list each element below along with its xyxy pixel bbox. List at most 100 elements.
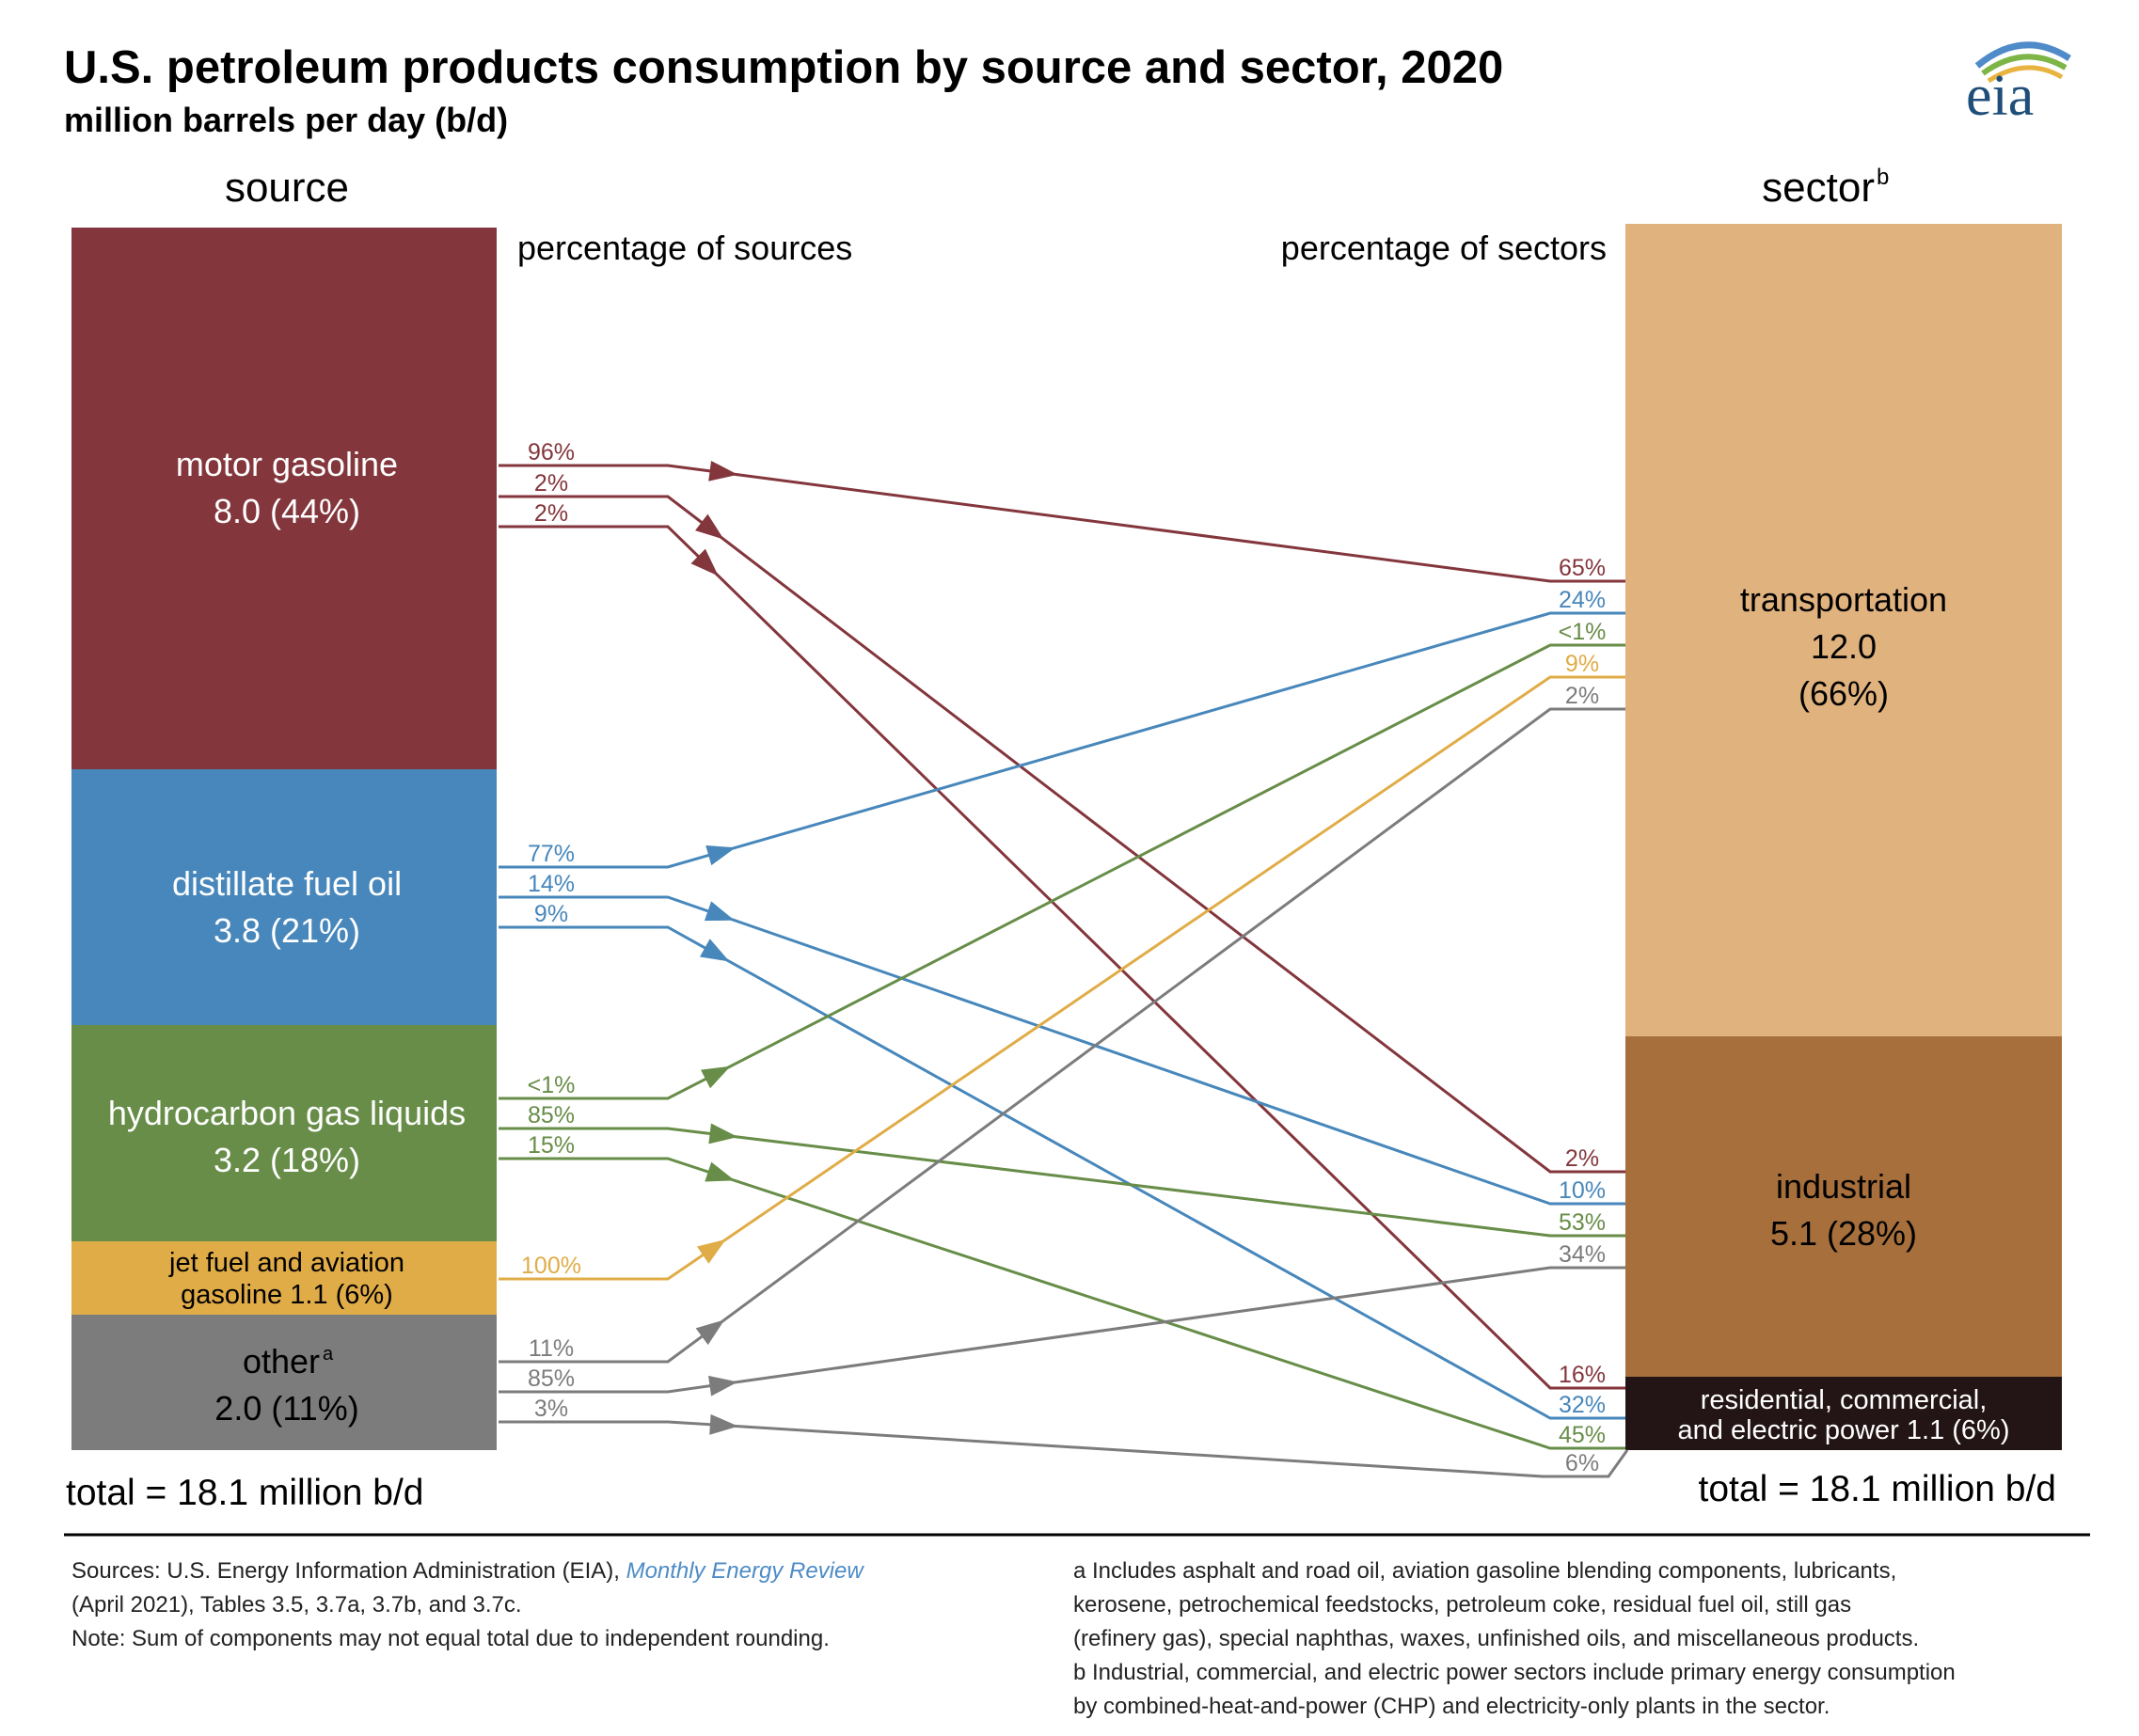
- sector-value-transportation: 12.0: [1811, 627, 1877, 666]
- flow-arrow: [708, 1375, 738, 1397]
- sector-value-residential: and electric power 1.1 (6%): [1678, 1415, 2010, 1445]
- eia-logo-text: eia: [1966, 64, 2034, 128]
- source-label-jet-fuel: jet fuel and aviation: [168, 1248, 404, 1278]
- flow-pct-sector-label: 32%: [1559, 1392, 1606, 1418]
- flow-arrow: [709, 1413, 738, 1435]
- flow-pct-source-label: <1%: [528, 1072, 576, 1098]
- flow-line: [499, 643, 1625, 1100]
- flow-line: [499, 925, 1625, 1420]
- flow-pct-sector-label: 53%: [1559, 1209, 1606, 1236]
- flow-arrow: [708, 1123, 738, 1144]
- flow-arrow: [690, 548, 719, 576]
- source-bar-other: [71, 1315, 497, 1450]
- flow-line: [499, 1420, 1629, 1478]
- source-label-distillate: distillate fuel oil: [172, 864, 402, 903]
- source-label-hgl: hydrocarbon gas liquids: [108, 1094, 466, 1132]
- source-bars: [71, 228, 497, 1450]
- footer-sources-line2: (April 2021), Tables 3.5, 3.7a, 3.7b, an…: [71, 1592, 522, 1618]
- sector-header: sector: [1762, 165, 1875, 211]
- flow-pct-sector-label: 2%: [1565, 1145, 1599, 1172]
- monthly-energy-review-link[interactable]: Monthly Energy Review: [626, 1558, 865, 1584]
- flow-pct-source-label: 100%: [521, 1253, 581, 1279]
- flow-pct-sector-label: 65%: [1559, 555, 1606, 581]
- flow-pct-sector-label: 34%: [1559, 1241, 1606, 1268]
- sector-bars: [1625, 224, 2062, 1450]
- flow-arrow: [695, 513, 724, 540]
- flow-pct-source-label: 2%: [534, 500, 568, 527]
- sector-label-residential: residential, commercial,: [1701, 1385, 1988, 1415]
- flow-line: [499, 675, 1625, 1281]
- flow-line: [499, 611, 1625, 869]
- footer-note: Note: Sum of components may not equal to…: [71, 1626, 830, 1651]
- source-value-distillate: 3.8 (21%): [214, 911, 360, 950]
- flow-line: [499, 495, 1625, 1174]
- source-bar-jet-fuel: [71, 1241, 497, 1315]
- source-value-hgl: 3.2 (18%): [214, 1141, 360, 1179]
- flow-arrow: [700, 1065, 731, 1089]
- source-label-other: other: [243, 1342, 320, 1381]
- flow-line: [499, 1127, 1625, 1238]
- footnote-b-line2: by combined-heat-and-power (CHP) and ele…: [1073, 1694, 1830, 1719]
- sector-value-industrial: 5.1 (28%): [1770, 1214, 1917, 1253]
- source-bar-motor-gasoline: [71, 228, 497, 769]
- flow-arrow: [705, 844, 737, 866]
- flow-arrow: [704, 901, 735, 922]
- flow-pct-sector-label: 2%: [1565, 683, 1599, 709]
- flow-pct-sector-label: 24%: [1559, 587, 1606, 613]
- source-bar-distillate-fuel-oil: [71, 769, 497, 1025]
- sector-label-transportation: transportation: [1740, 580, 1947, 619]
- flow-line: [499, 1157, 1625, 1450]
- flow-pct-source-label: 3%: [534, 1396, 568, 1422]
- flow-pct-source-label: 14%: [528, 871, 575, 897]
- footer-sources: Sources: U.S. Energy Information Adminis…: [71, 1558, 864, 1584]
- flow-pct-sector-label: 6%: [1565, 1450, 1599, 1476]
- sector-bar-industrial: [1625, 1036, 2062, 1377]
- source-header: source: [225, 165, 349, 211]
- sector-percentage-label: percentage of sectors: [1281, 229, 1607, 267]
- footnote-b-line1: b Industrial, commercial, and electric p…: [1073, 1660, 1956, 1685]
- flow-pct-source-label: 2%: [534, 470, 568, 497]
- flow-line: [499, 525, 1625, 1390]
- eia-logo: eia: [1966, 41, 2071, 128]
- sector-header-footnote: b: [1877, 165, 1889, 190]
- flow-pct-sector-label: <1%: [1559, 619, 1607, 645]
- sector-bar-residential: [1625, 1377, 2062, 1450]
- flow-pct-source-label: 77%: [528, 841, 575, 867]
- footnote-a-line2: kerosene, petrochemical feedstocks, petr…: [1073, 1592, 1851, 1618]
- flow-pct-source-label: 96%: [528, 439, 575, 466]
- flow-pct-sector-label: 10%: [1559, 1177, 1606, 1204]
- flow-arrow: [708, 460, 738, 481]
- total-left: total = 18.1 million b/d: [66, 1473, 423, 1513]
- flow-lines: 96% 65% 2% 2% 2% 16% 77% 24% 14% 10% 9% 32% <1% <1% 85…: [499, 439, 1629, 1478]
- flow-pct-source-label: 85%: [528, 1102, 575, 1128]
- source-label-other-footnote: a: [323, 1344, 334, 1365]
- footnote-a-line3: (refinery gas), special naphthas, waxes,…: [1073, 1626, 1919, 1651]
- source-value-jet-fuel: gasoline 1.1 (6%): [181, 1280, 393, 1310]
- sector-share-transportation: (66%): [1798, 674, 1889, 713]
- source-value-other: 2.0 (11%): [214, 1389, 358, 1428]
- flow-pct-source-label: 85%: [528, 1365, 575, 1392]
- flow-pct-source-label: 11%: [529, 1335, 574, 1362]
- flow-pct-sector-label: 45%: [1559, 1422, 1606, 1448]
- total-right: total = 18.1 million b/d: [1699, 1469, 2056, 1509]
- flow-pct-sector-label: 16%: [1559, 1362, 1606, 1388]
- chart-subtitle: million barrels per day (b/d): [64, 101, 508, 139]
- flow-pct-sector-label: 9%: [1565, 651, 1599, 677]
- flow-arrow: [699, 939, 730, 962]
- flow-line: [499, 1266, 1625, 1394]
- source-value-motor-gasoline: 8.0 (44%): [214, 492, 360, 530]
- sector-bar-transportation: [1625, 224, 2062, 1036]
- flow-line: [499, 895, 1625, 1206]
- source-percentage-label: percentage of sources: [517, 229, 852, 267]
- flow-arrow: [696, 1239, 726, 1264]
- chart-title: U.S. petroleum products consumption by s…: [64, 42, 1503, 93]
- source-label-motor-gasoline: motor gasoline: [176, 445, 398, 483]
- flow-arrow: [705, 1161, 736, 1182]
- footnote-a-line1: a Includes asphalt and road oil, aviatio…: [1073, 1558, 1896, 1584]
- source-bar-hydrocarbon-gas-liquids: [71, 1025, 497, 1241]
- flow-arrow: [695, 1319, 725, 1346]
- flow-line: [499, 464, 1625, 583]
- flow-pct-source-label: 15%: [528, 1132, 575, 1159]
- flow-pct-source-label: 9%: [534, 901, 568, 927]
